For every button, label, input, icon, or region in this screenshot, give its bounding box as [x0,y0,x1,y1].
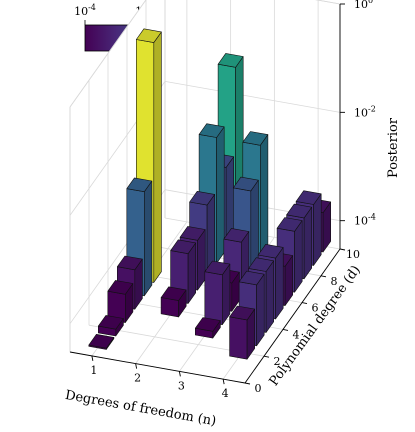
z-axis-label: Posterior [386,117,401,178]
y-tick-label: 2 [274,355,281,368]
bar-top-face [257,244,284,259]
grid-line [164,80,341,113]
z-tick-label: 10-2 [354,104,376,119]
y-tick-mark [339,248,346,251]
bar-side-face [216,126,225,264]
bar-top-face [117,255,143,271]
bar-top-face [295,190,322,205]
bar-top-face [98,315,124,330]
x-tick-label: 1 [90,364,97,377]
bar-side-face [144,180,153,297]
bar-top-face [233,176,259,192]
bar-top-face [229,305,255,321]
z-tick-label: 10-4 [354,213,376,228]
y-tick-mark [301,302,308,305]
grid-line [69,0,147,108]
y-tick-label: 6 [312,302,319,315]
x-tick-label: 2 [134,372,141,385]
x-axis-label: Degrees of freedom (n) [64,388,217,429]
y-tick-mark [282,328,289,331]
bar-top-face [238,270,265,286]
bar-side-face [265,260,275,333]
bar [229,305,255,360]
bar-front-face [229,316,248,360]
bar [195,317,221,339]
bar-side-face [275,247,284,320]
bar-top-face [276,217,303,232]
bar-top-face [126,177,153,192]
bar-top-face [107,280,134,295]
y-tick-mark [320,275,327,278]
bar [98,315,124,337]
y-tick-label: 4 [293,328,300,341]
bar-top-face [170,239,196,254]
x-tick-label: 3 [178,379,185,392]
bar-top-face [179,226,206,241]
x-tick-mark [135,363,138,369]
x-axis-line [69,351,246,384]
bar [88,333,115,350]
x-tick-mark [222,379,225,385]
bar-top-face [217,53,244,68]
bar-top-face [286,203,313,219]
bar-front-face [204,271,223,326]
bar-side-face [153,31,162,283]
bar-top-face [198,123,225,138]
bar [204,260,231,326]
bar-top-face [204,260,231,276]
bar-top-face [242,131,269,146]
bars [88,28,332,360]
bar-side-face [303,206,313,280]
y-tick-label: 10 [346,248,360,261]
axes-lines [69,4,341,384]
y-tick-label: 0 [255,382,262,395]
y-tick-mark [263,355,270,358]
x-tick-mark [178,371,181,377]
bar-top-face [195,317,221,332]
colorbar-tick-label: 10-4 [74,3,96,18]
bar [107,280,134,323]
bar-side-face [313,193,322,266]
z-tick-label: 100 [354,0,373,11]
bar-top-face [160,286,187,301]
bar-top-face [248,257,275,272]
bar [160,286,187,318]
y-tick-mark [244,382,251,385]
bar-side-face [294,220,303,293]
bar-side-face [256,273,265,347]
bar-top-face [136,28,162,43]
y-tick-label: 8 [331,275,338,288]
y-axis-line [244,248,341,384]
bar-top-face [189,191,215,206]
bar-top-face [88,333,115,349]
bar-top-face [223,228,250,243]
x-tick-label: 4 [222,387,229,400]
x-tick-mark [91,355,94,361]
